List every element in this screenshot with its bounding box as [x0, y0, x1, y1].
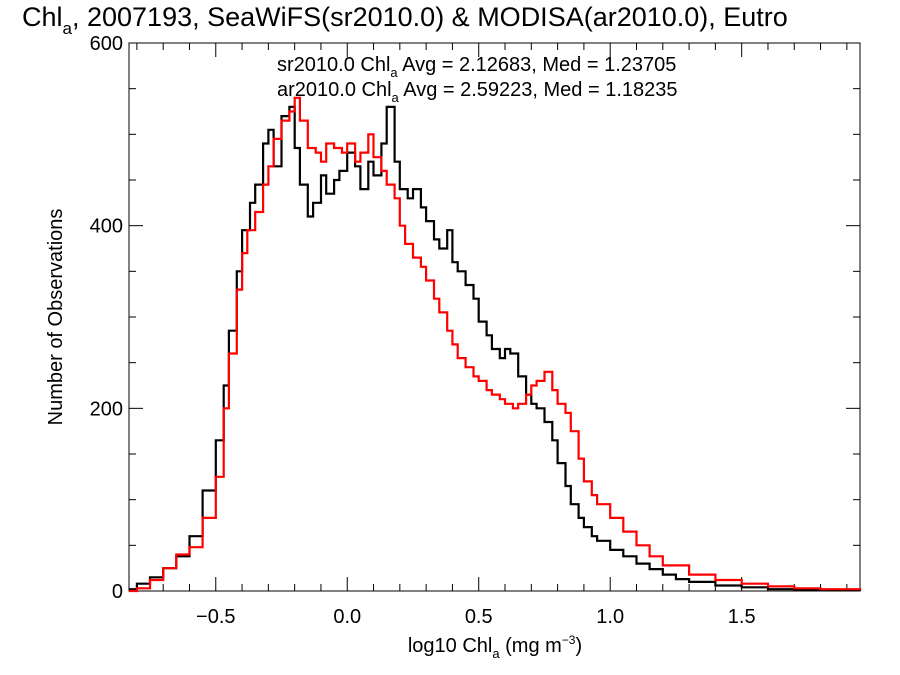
axis-ticks: −0.5 0.0 0.5 1.0 1.5 0 200 400 600: [90, 33, 860, 628]
legend-ar2010-rest: Avg = 2.59223, Med = 1.18235: [399, 79, 678, 101]
y-tick-label: 600: [90, 33, 123, 55]
legend-ar2010-sub: a: [392, 90, 400, 105]
legend-sr2010-prefix: sr2010.0 Chl: [277, 54, 390, 76]
y-tick-label: 400: [90, 216, 123, 238]
legend-sr2010-sub: a: [390, 65, 398, 80]
y-tick-label: 0: [112, 581, 123, 603]
x-tick-label: 0.0: [333, 606, 361, 628]
x-axis-label-prefix: log10 Chl: [408, 635, 493, 657]
chart-title-prefix: Chl: [22, 2, 63, 32]
plot-frame: [128, 42, 861, 592]
series-line-ar20100: [129, 96, 862, 593]
chart-title-rest: , 2007193, SeaWiFS(sr2010.0) & MODISA(ar…: [72, 2, 788, 32]
chart-title: Chla, 2007193, SeaWiFS(sr2010.0) & MODIS…: [22, 2, 788, 38]
legend-ar2010-prefix: ar2010.0 Chl: [277, 79, 392, 101]
x-axis-label-sub: a: [492, 646, 500, 661]
y-axis-label: Number of Observations: [45, 209, 67, 426]
x-tick-label: 1.5: [728, 606, 756, 628]
x-axis-label: log10 Chla (mg m−3): [408, 633, 582, 661]
x-tick-label: 1.0: [596, 606, 624, 628]
x-tick-label: 0.5: [465, 606, 493, 628]
x-tick-label: −0.5: [196, 606, 235, 628]
chart-title-sub: a: [63, 19, 73, 38]
legend-sr2010-rest: Avg = 2.12683, Med = 1.23705: [398, 54, 677, 76]
x-axis-label-rest: (mg m: [500, 635, 562, 657]
y-tick-label: 200: [90, 398, 123, 420]
series-group: [129, 96, 862, 593]
legend-entry-sr2010: sr2010.0 Chla Avg = 2.12683, Med = 1.237…: [277, 54, 676, 80]
series-line-sr20100: [129, 105, 862, 592]
x-axis-label-end: ): [575, 635, 582, 657]
x-axis-label-sup: −3: [562, 633, 576, 647]
legend-entry-ar2010: ar2010.0 Chla Avg = 2.59223, Med = 1.182…: [277, 79, 678, 105]
